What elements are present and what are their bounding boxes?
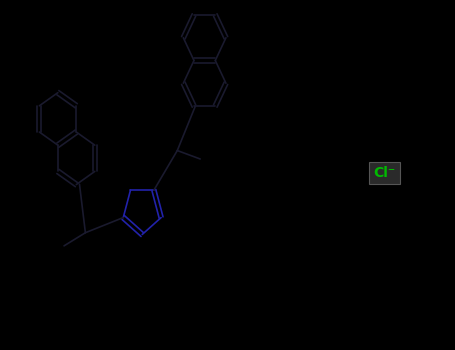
Text: Cl⁻: Cl⁻ bbox=[374, 166, 395, 180]
